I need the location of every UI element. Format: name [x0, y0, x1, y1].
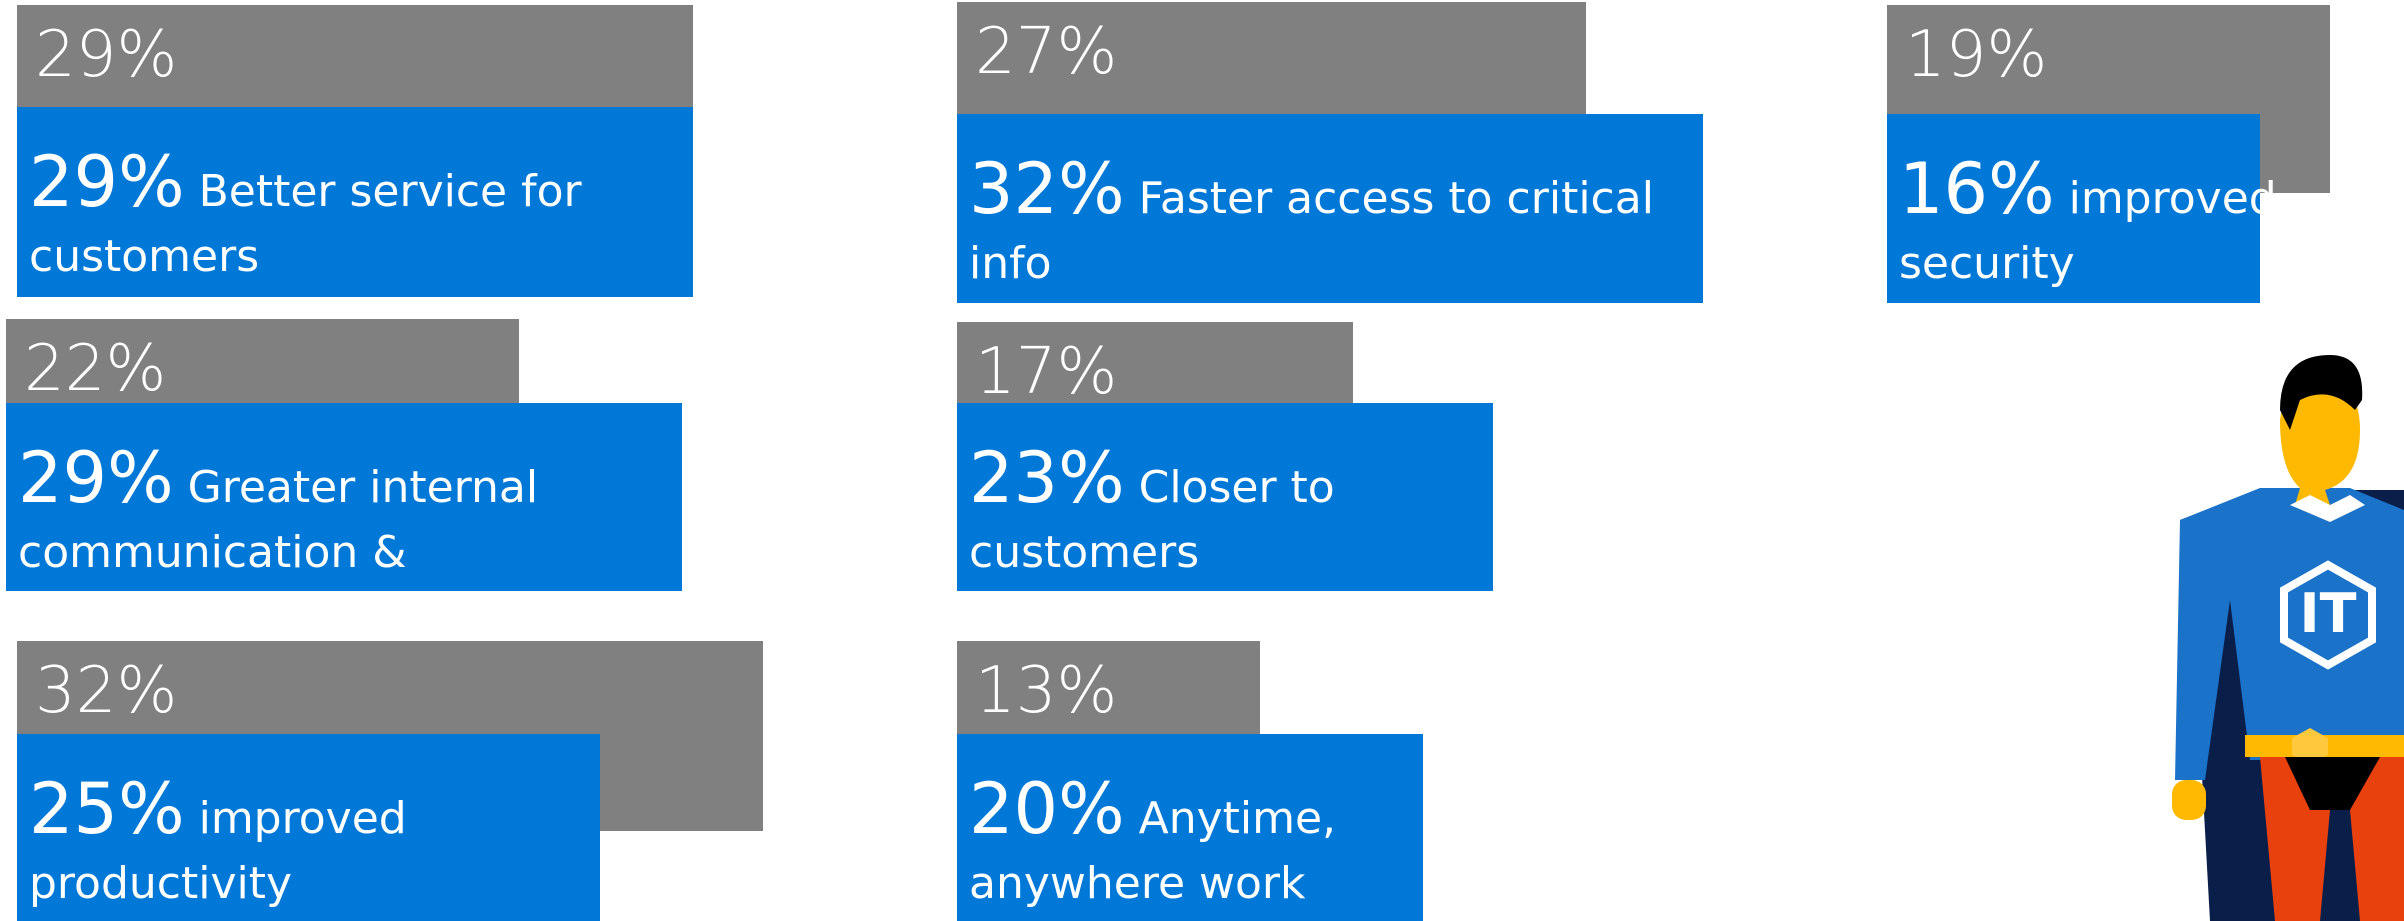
- blue-bar: 25% improved productivity: [17, 734, 600, 921]
- gray-bar: 13%: [957, 641, 1260, 736]
- gray-label: 22%: [24, 332, 167, 406]
- blue-label: 29%: [18, 437, 174, 519]
- description: Closer to customers: [969, 462, 1335, 578]
- gray-label: 32%: [35, 654, 178, 728]
- blue-label: 16%: [1899, 148, 2055, 230]
- gray-label: 13%: [975, 654, 1118, 728]
- blue-bar: 16% improved security: [1887, 114, 2277, 303]
- blue-bar: 23% Closer to customers: [957, 403, 1493, 591]
- gray-bar: 29%: [17, 5, 693, 109]
- blue-bar: 29% Better service for customers: [17, 107, 693, 297]
- gray-label: 17%: [975, 335, 1118, 409]
- gray-bar: 22%: [6, 319, 519, 405]
- blue-label: 20%: [969, 768, 1125, 850]
- blue-bar: 32% Faster access to critical info: [957, 114, 1703, 303]
- description: Anytime, anywhere work: [969, 793, 1337, 909]
- it-hero-figure: IT: [2172, 355, 2404, 921]
- description: improved security: [1899, 173, 2277, 289]
- blue-label: 25%: [29, 768, 185, 850]
- blue-label: 32%: [969, 148, 1125, 230]
- description: Greater internal communication & collabo…: [18, 462, 539, 636]
- gray-label: 27%: [975, 15, 1118, 89]
- gray-label: 19%: [1905, 18, 2048, 92]
- description: Better service for customers: [29, 166, 582, 282]
- blue-label: 23%: [969, 437, 1125, 519]
- gray-label: 29%: [35, 18, 178, 92]
- blue-bar: 20% Anytime, anywhere work: [957, 734, 1423, 921]
- gray-bar: 27%: [957, 2, 1587, 114]
- blue-bar: 29% Greater internal communication & coll…: [6, 403, 682, 635]
- badge: IT: [2300, 582, 2357, 645]
- description: improved productivity: [29, 793, 407, 909]
- gray-bar: 17%: [957, 322, 1354, 405]
- blue-label: 29%: [29, 141, 185, 223]
- description: Faster access to critical info: [969, 173, 1654, 289]
